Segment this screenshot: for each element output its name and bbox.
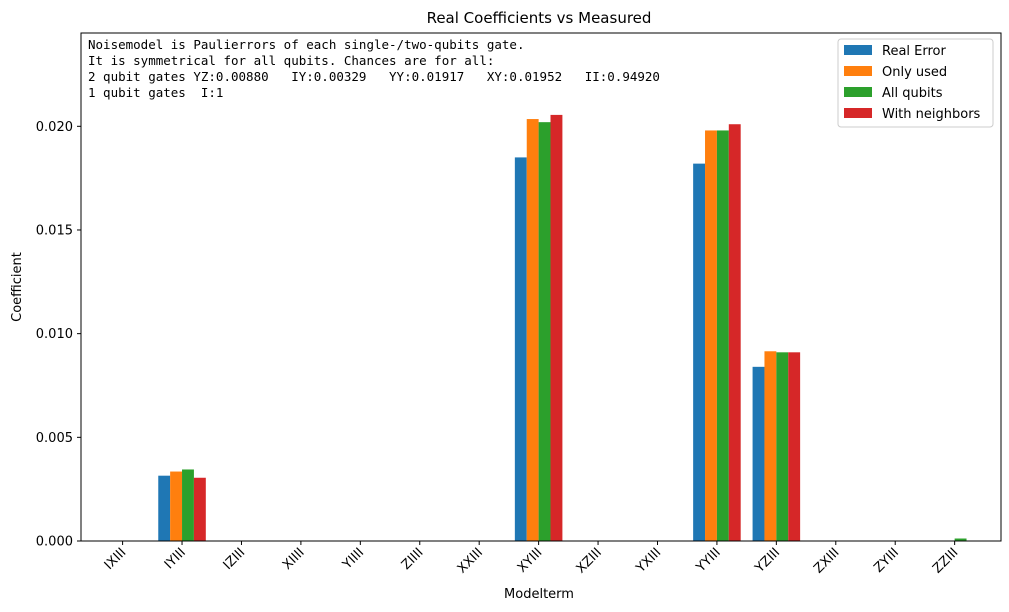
annotation-line-2: It is symmetrical for all qubits. Chance… (88, 53, 494, 68)
y-axis-label: Coefficient (10, 252, 25, 322)
x-axis-label: Modelterm (504, 587, 574, 602)
bar-real-error-yziii (752, 366, 765, 541)
x-tick-label: YYIII (693, 545, 724, 576)
legend-frame (837, 38, 994, 128)
legend: Real Error Only used All qubits With nei… (837, 38, 994, 128)
x-tick-label: ZIIII (399, 545, 427, 573)
annotation-line-4: 1 qubit gates I:1 (88, 85, 223, 100)
bar-with-neighbors-xyiii (550, 114, 563, 542)
y-tick-label: 0.020 (36, 120, 73, 135)
legend-label-only-used: Only used (882, 65, 947, 80)
annotation-text: Noisemodel is Paulierrors of each single… (88, 37, 660, 100)
x-tick-label: ZYIII (871, 545, 902, 576)
bar-real-error-yyiii (693, 163, 706, 541)
bar-with-neighbors-iyiii (193, 477, 206, 541)
x-tick-label: YIIII (339, 545, 367, 573)
legend-swatch-only-used (844, 66, 872, 76)
x-tick-label: XIIII (280, 545, 308, 573)
bar-all-qubits-xyiii (538, 122, 551, 541)
bar-real-error-xyiii (514, 157, 527, 541)
x-tick-label: XXIII (455, 545, 486, 576)
legend-label-all-qubits: All qubits (882, 86, 943, 101)
bar-only-used-yyiii (705, 130, 717, 541)
bar-all-qubits-zziii (954, 538, 967, 541)
x-tick-label: IXIII (102, 545, 130, 573)
bar-only-used-iyiii (170, 471, 183, 541)
x-tick-label: IYIII (162, 545, 189, 572)
chart-title: Real Coefficients vs Measured (427, 9, 652, 27)
bar-all-qubits-yziii (776, 352, 789, 541)
bar-all-qubits-yyiii (716, 130, 729, 541)
y-tick-label: 0.010 (36, 327, 73, 342)
legend-swatch-all-qubits (844, 87, 872, 97)
x-tick-label: XYIII (515, 545, 546, 576)
bar-all-qubits-iyiii (182, 469, 194, 541)
x-tick-label: IZIII (221, 545, 249, 573)
y-tick-label: 0.005 (36, 431, 73, 446)
x-tick-label: YZIII (752, 545, 783, 576)
annotation-line-1: Noisemodel is Paulierrors of each single… (88, 37, 525, 52)
annotation-line-3: 2 qubit gates YZ:0.00880 IY:0.00329 YY:0… (88, 69, 660, 84)
axes-frame (80, 32, 1002, 542)
bar-only-used-yziii (764, 351, 777, 541)
y-tick-label: 0.015 (36, 223, 73, 238)
bar-with-neighbors-yziii (788, 352, 801, 541)
bar-with-neighbors-yyiii (728, 124, 741, 541)
legend-swatch-real-error (844, 45, 872, 55)
legend-label-real-error: Real Error (882, 44, 947, 59)
legend-swatch-with-neighbors (844, 108, 872, 118)
bar-real-error-iyiii (158, 475, 171, 541)
bar-only-used-xyiii (526, 119, 539, 542)
x-tick-label: YXIII (633, 545, 664, 576)
x-tick-label: XZIII (574, 545, 605, 576)
legend-label-with-neighbors: With neighbors (882, 107, 981, 122)
x-tick-label: ZZIII (930, 545, 961, 576)
y-tick-label: 0.000 (36, 535, 73, 550)
x-tick-label: ZXIII (811, 545, 842, 576)
